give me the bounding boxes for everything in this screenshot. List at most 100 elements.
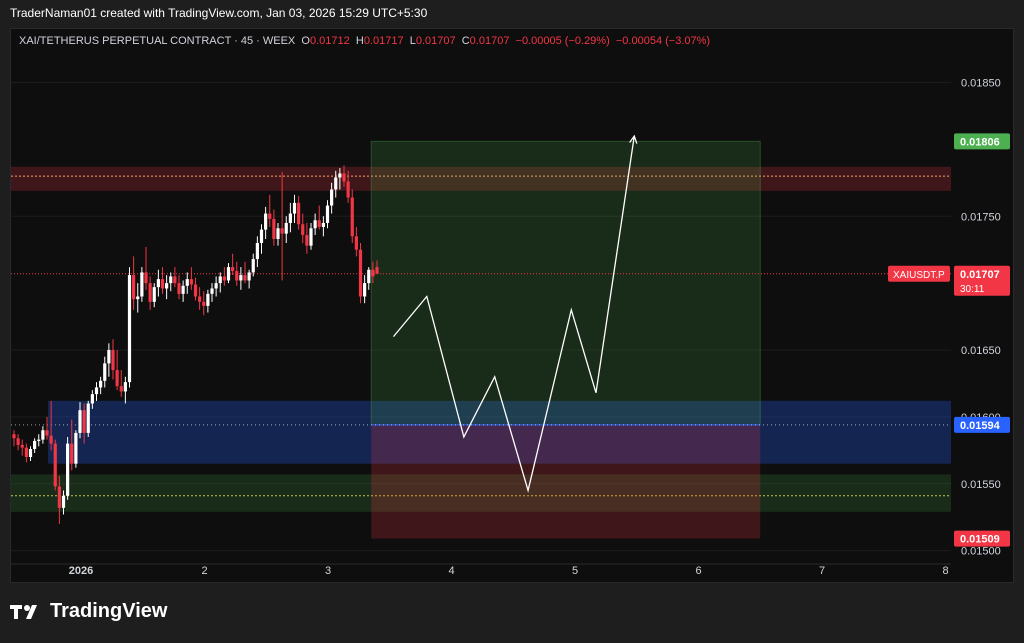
target-price-label: 0.01806 <box>960 136 1000 148</box>
demand-zone <box>48 400 951 464</box>
candle-body <box>239 275 243 281</box>
candle <box>99 376 103 395</box>
candle <box>74 430 78 468</box>
candle <box>210 283 214 302</box>
candle-body <box>132 275 136 300</box>
candle-body <box>193 284 198 297</box>
candle <box>136 283 140 313</box>
candle <box>140 267 144 302</box>
candle <box>358 243 363 304</box>
candle-body <box>317 220 321 227</box>
candle <box>338 168 342 190</box>
candle <box>28 446 33 462</box>
candle <box>243 261 247 284</box>
candle <box>20 439 24 456</box>
candle-body <box>251 259 255 273</box>
candle <box>181 280 185 302</box>
candle-body <box>78 410 82 433</box>
time-axis-label: 4 <box>448 565 454 577</box>
candle-body <box>165 283 169 289</box>
change-value: −0.00005 (−0.29%) <box>515 35 610 47</box>
candle <box>363 275 367 304</box>
symbol-tag-label: XAIUSDT.P <box>893 270 945 281</box>
candle <box>119 370 123 397</box>
candle-body <box>342 173 346 182</box>
candle <box>152 283 156 308</box>
high-label: H <box>355 35 364 47</box>
support-zone <box>11 474 951 512</box>
brand-footer: TradingView <box>10 600 167 623</box>
candle <box>202 291 206 316</box>
candle-body <box>321 222 325 227</box>
candle-body <box>177 283 181 294</box>
candle-body <box>268 213 272 219</box>
candle-body <box>334 177 338 190</box>
candle <box>206 289 210 313</box>
candle <box>371 261 375 284</box>
price-axis-label: 0.01500 <box>961 546 1001 558</box>
time-axis-label: 2 <box>201 565 207 577</box>
candle <box>78 402 82 439</box>
candle <box>292 194 297 223</box>
candle-body <box>57 486 61 508</box>
candle-body <box>49 435 53 444</box>
candle <box>313 213 317 235</box>
time-axis-label: 3 <box>325 565 331 577</box>
close-label: C <box>461 35 470 47</box>
candle-body <box>185 279 189 286</box>
candle-body <box>41 430 45 440</box>
candle <box>173 267 177 288</box>
candle-body <box>276 228 280 239</box>
candle <box>94 382 99 401</box>
price-axis-label: 0.01850 <box>961 78 1001 90</box>
candle <box>350 189 354 243</box>
candle <box>247 269 251 289</box>
open-label: O <box>301 35 310 47</box>
low-label: L <box>409 35 416 47</box>
candle <box>251 253 255 277</box>
candle-body <box>305 234 309 246</box>
candle <box>367 267 371 290</box>
time-axis-label: 5 <box>572 565 578 577</box>
candle-body <box>371 269 375 277</box>
candle <box>301 213 305 243</box>
candle-body <box>156 279 160 288</box>
candle-body <box>127 275 132 383</box>
candle-body <box>189 279 193 285</box>
profit-target-box <box>370 140 761 426</box>
candle <box>49 400 53 451</box>
chart-credit: TraderNaman01 created with TradingView.c… <box>10 6 428 20</box>
current-price-tag <box>954 265 1010 296</box>
candle-body <box>292 202 297 214</box>
candle-body <box>173 276 177 284</box>
candle <box>127 267 132 388</box>
candle-body <box>259 229 264 243</box>
candle <box>160 267 165 294</box>
symbol-title: XAI/TETHERUS PERPETUAL CONTRACT · 45 · W… <box>19 35 296 47</box>
current-price-label: 0.01707 <box>960 269 1000 281</box>
candle-body <box>222 276 226 281</box>
candle-body <box>301 224 305 235</box>
candle-body <box>70 443 74 464</box>
entry-price-tag <box>954 416 1010 433</box>
price-axis-label: 0.01750 <box>961 211 1001 223</box>
candle-body <box>152 287 156 302</box>
candle <box>317 205 321 230</box>
candle-body <box>214 283 218 289</box>
candle <box>165 275 169 300</box>
candle <box>288 202 292 233</box>
candle <box>375 260 379 274</box>
candle-body <box>198 296 202 302</box>
candle <box>239 267 243 290</box>
candle-body <box>375 267 379 274</box>
change-percent-value: −0.00054 (−3.07%) <box>615 35 711 47</box>
symbol-tag <box>888 265 950 282</box>
chart-panel[interactable]: 0.018500.017500.016500.016000.015500.015… <box>10 28 1014 583</box>
candle <box>111 339 115 380</box>
candle <box>334 170 338 198</box>
candle <box>305 222 309 254</box>
ohlc-legend: XAI/TETHERUS PERPETUAL CONTRACT · 45 · W… <box>19 35 710 47</box>
low-value: 0.01707 <box>415 35 456 47</box>
candle <box>107 343 111 377</box>
candlestick-chart[interactable]: 0.018500.017500.016500.016000.015500.015… <box>11 29 1014 583</box>
